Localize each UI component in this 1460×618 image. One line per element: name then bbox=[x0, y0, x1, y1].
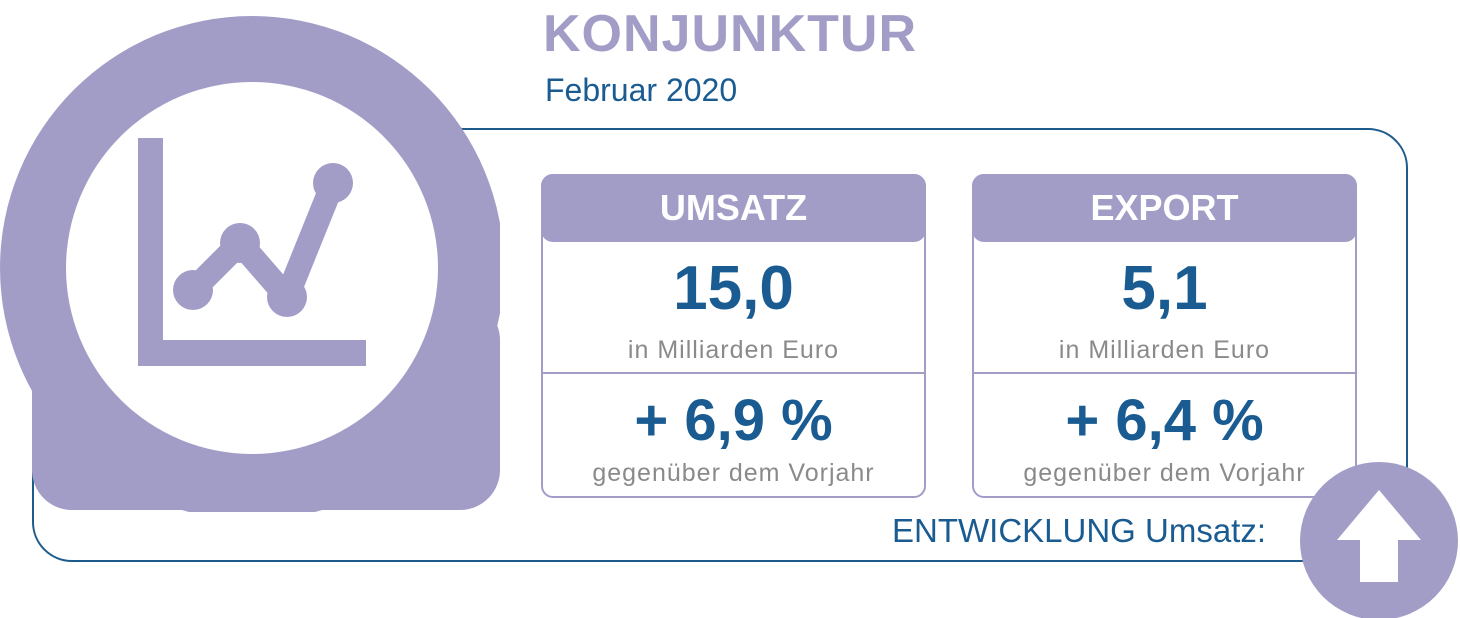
card-title: EXPORT bbox=[972, 174, 1357, 242]
trend-label: ENTWICKLUNG Umsatz: bbox=[892, 512, 1267, 549]
card-divider bbox=[974, 372, 1355, 374]
card-umsatz: UMSATZ 15,0 in Milliarden Euro + 6,9 % g… bbox=[541, 174, 926, 498]
page-subtitle: Februar 2020 bbox=[545, 72, 738, 108]
card-unit: in Milliarden Euro bbox=[1058, 336, 1271, 364]
arrow-up-icon bbox=[1300, 462, 1458, 618]
card-title: UMSATZ bbox=[541, 174, 926, 242]
card-change-label: gegenüber dem Vorjahr bbox=[592, 459, 875, 487]
card-change: + 6,9 % bbox=[634, 388, 833, 453]
card-change-label: gegenüber dem Vorjahr bbox=[1023, 459, 1306, 487]
page-title: KONJUNKTUR bbox=[543, 5, 917, 63]
line-chart-icon bbox=[138, 138, 366, 366]
card-unit: in Milliarden Euro bbox=[627, 336, 840, 364]
card-change: + 6,4 % bbox=[1065, 388, 1264, 453]
card-value: 5,1 bbox=[1121, 254, 1208, 323]
card-value: 15,0 bbox=[673, 254, 794, 323]
card-divider bbox=[543, 372, 924, 374]
card-export: EXPORT 5,1 in Milliarden Euro + 6,4 % ge… bbox=[972, 174, 1357, 498]
badge bbox=[0, 16, 500, 512]
